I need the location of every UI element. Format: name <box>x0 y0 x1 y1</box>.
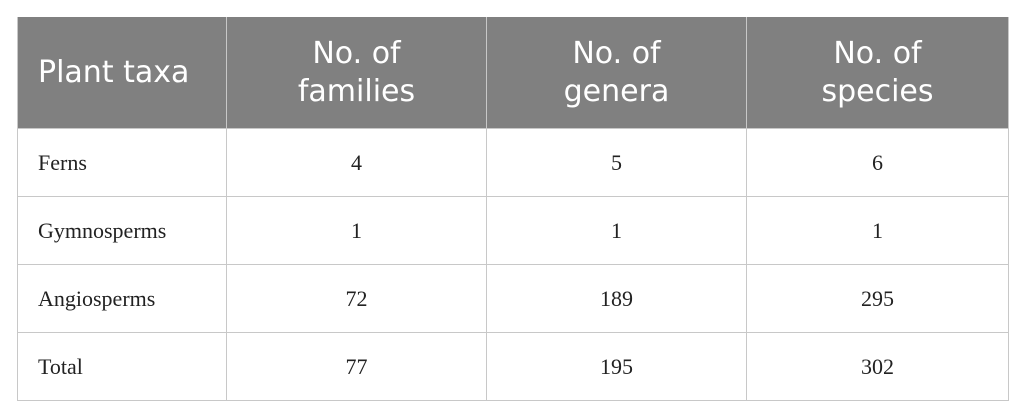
header-row: Plant taxa No. of families No. of genera No… <box>17 17 1009 129</box>
cell: 6 <box>746 128 1009 197</box>
table-head: Plant taxa No. of families No. of genera No… <box>17 17 1009 129</box>
taxa-table: Plant taxa No. of families No. of genera No… <box>17 17 1009 401</box>
cell: 302 <box>746 332 1009 401</box>
header-text: No. of species <box>821 35 934 109</box>
table-row: Total 77 195 302 <box>17 332 1009 401</box>
row-label: Total <box>17 332 227 401</box>
header-cell: No. of species <box>746 17 1009 129</box>
header-text: Plant taxa <box>38 54 190 90</box>
cell: 72 <box>226 264 487 333</box>
row-label: Gymnosperms <box>17 196 227 265</box>
header-cell: No. of genera <box>486 17 747 129</box>
cell: 4 <box>226 128 487 197</box>
cell: 295 <box>746 264 1009 333</box>
cell: 77 <box>226 332 487 401</box>
header-cell: No. of families <box>226 17 487 129</box>
cell: 5 <box>486 128 747 197</box>
row-label: Angiosperms <box>17 264 227 333</box>
table-row: Angiosperms 72 189 295 <box>17 264 1009 333</box>
cell: 1 <box>486 196 747 265</box>
header-cell: Plant taxa <box>17 17 227 129</box>
row-label: Ferns <box>17 128 227 197</box>
cell: 189 <box>486 264 747 333</box>
header-text: No. of genera <box>563 35 670 109</box>
cell: 1 <box>226 196 487 265</box>
cell: 1 <box>746 196 1009 265</box>
header-text: No. of families <box>297 35 416 109</box>
table-body: Ferns 4 5 6 Gymnosperms 1 1 1 Angiosperms 72 189 29… <box>17 128 1009 401</box>
table-row: Ferns 4 5 6 <box>17 128 1009 197</box>
table-row: Gymnosperms 1 1 1 <box>17 196 1009 265</box>
cell: 195 <box>486 332 747 401</box>
